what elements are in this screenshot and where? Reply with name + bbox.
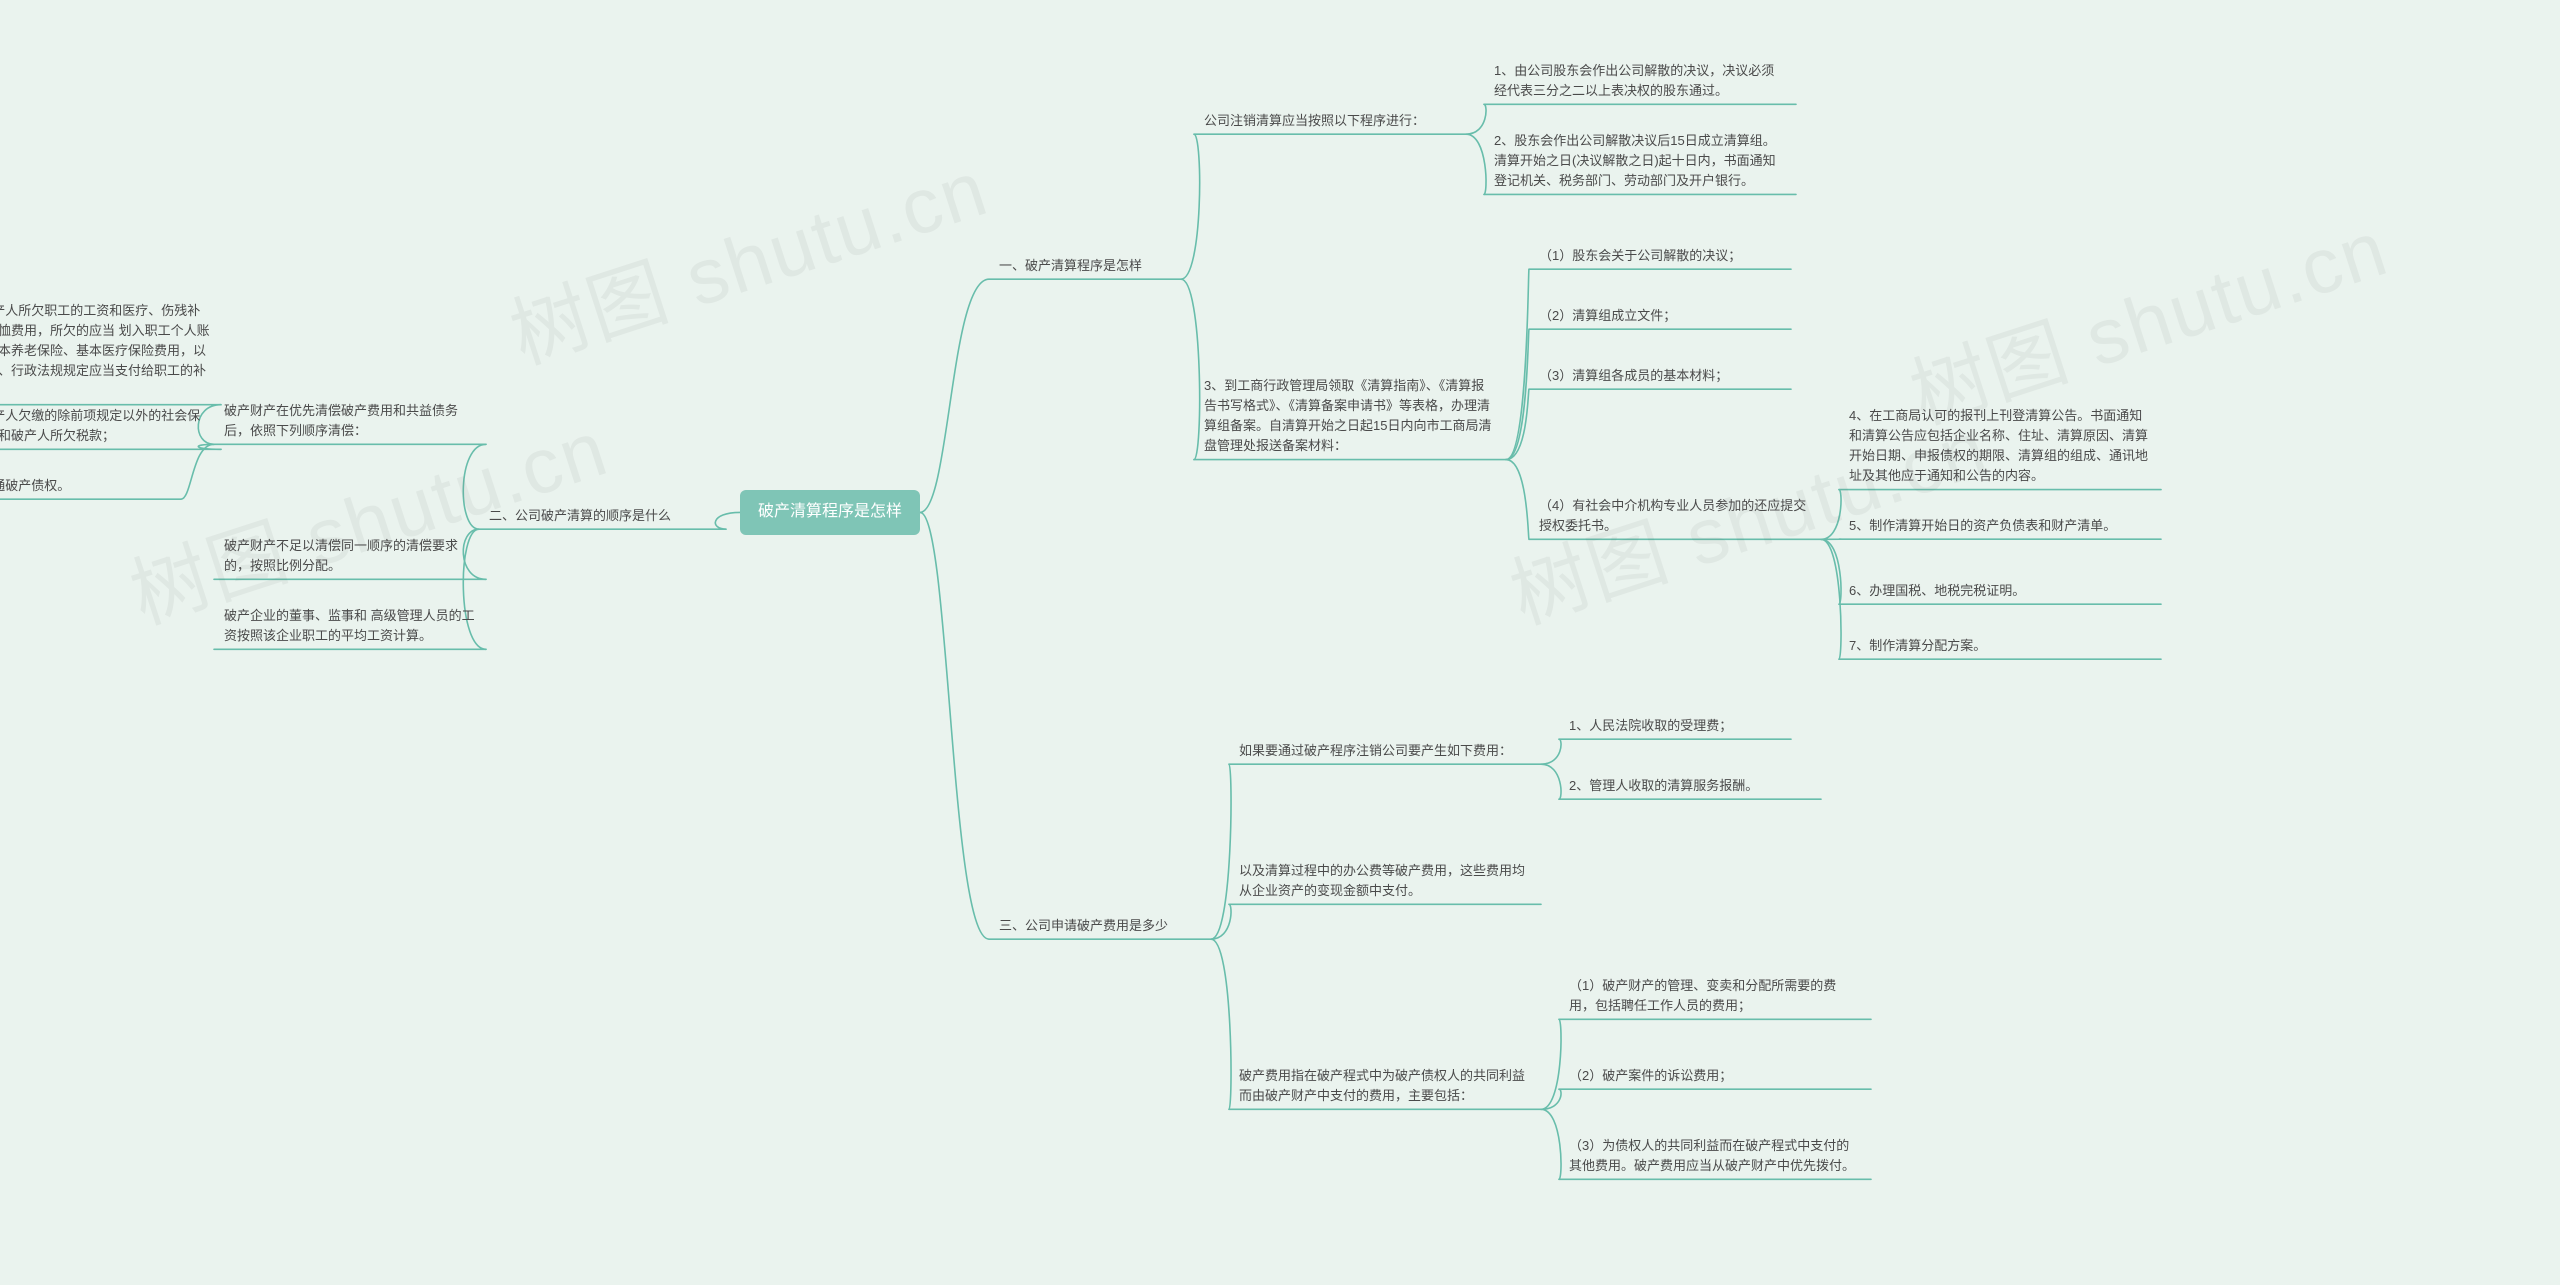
node-r2b[interactable]: 以及清算过程中的办公费等破产费用，这些费用均从企业资产的变现金额中支付。 [1225,855,1545,907]
node-r2a-1[interactable]: 1、人民法院收取的受理费； [1555,710,1795,742]
node-r1b4-1[interactable]: 4、在工商局认可的报刊上刊登清算公告。书面通知和清算公告应包括企业名称、住址、清… [1835,400,2165,493]
node-r1b4-2-label: 5、制作清算开始日的资产负债表和财产清单。 [1835,510,2130,542]
node-l1c[interactable]: 破产企业的董事、监事和 高级管理人员的工资按照该企业职工的平均工资计算。 [210,600,490,652]
node-r1b4-3[interactable]: 6、办理国税、地税完税证明。 [1835,575,2165,607]
node-r1b4-4[interactable]: 7、制作清算分配方案。 [1835,630,2165,662]
node-l1a[interactable]: 破产财产在优先清偿破产费用和共益债务后，依照下列顺序清偿： [210,395,490,447]
node-r1b4-2[interactable]: 5、制作清算开始日的资产负债表和财产清单。 [1835,510,2165,542]
node-r1b-2[interactable]: （2）清算组成立文件； [1525,300,1795,332]
node-l1a-2-label: 2、破产人欠缴的除前项规定以外的社会保险费用和破产人所欠税款； [0,400,225,452]
node-l1a-1[interactable]: 1、破产人所欠职工的工资和医疗、伤残补助、抚恤费用，所欠的应当 划入职工个人账户… [0,295,225,408]
node-r2c-1-label: （1）破产财产的管理、变卖和分配所需要的费用，包括聘任工作人员的费用； [1555,970,1875,1022]
node-r2a[interactable]: 如果要通过破产程序注销公司要产生如下费用： [1225,735,1545,767]
node-r2c-3[interactable]: （3）为债权人的共同利益而在破产程式中支付的其他费用。破产费用应当从破产财产中优… [1555,1130,1875,1182]
node-r2c[interactable]: 破产费用指在破产程式中为破产债权人的共同利益而由破产财产中支付的费用，主要包括： [1225,1060,1545,1112]
node-r2-label: 三、公司申请破产费用是多少 [985,910,1182,942]
node-r1b-label: 3、到工商行政管理局领取《清算指南》、《清算报告书写格式》、《清算备案申请书》等… [1190,370,1510,463]
node-r2c-2-label: （2）破产案件的诉讼费用； [1555,1060,1746,1092]
node-r2c-label: 破产费用指在破产程式中为破产债权人的共同利益而由破产财产中支付的费用，主要包括： [1225,1060,1545,1112]
node-l1b-label: 破产财产不足以清偿同一顺序的清偿要求的，按照比例分配。 [210,530,490,582]
node-l1c-label: 破产企业的董事、监事和 高级管理人员的工资按照该企业职工的平均工资计算。 [210,600,490,652]
node-r2c-1[interactable]: （1）破产财产的管理、变卖和分配所需要的费用，包括聘任工作人员的费用； [1555,970,1875,1022]
node-r1b-3-label: （3）清算组各成员的基本材料； [1525,360,1742,392]
node-r1[interactable]: 一、破产清算程序是怎样 [985,250,1185,282]
node-r1b-3[interactable]: （3）清算组各成员的基本材料； [1525,360,1795,392]
node-r1b4-3-label: 6、办理国税、地税完税证明。 [1835,575,2039,607]
node-l1a-3-label: 3、普通破产债权。 [0,470,84,502]
node-r2a-2[interactable]: 2、管理人收取的清算服务报酬。 [1555,770,1825,802]
node-r2a-1-label: 1、人民法院收取的受理费； [1555,710,1746,742]
node-r1b-1-label: （1）股东会关于公司解散的决议； [1525,240,1755,272]
node-r1b4-1-label: 4、在工商局认可的报刊上刊登清算公告。书面通知和清算公告应包括企业名称、住址、清… [1835,400,2165,493]
node-r1b-4-label: （4）有社会中介机构专业人员参加的还应提交授权委托书。 [1525,490,1825,542]
node-l1[interactable]: 二、公司破产清算的顺序是什么 [475,500,730,532]
root-node[interactable]: 破产清算程序是怎样 [740,490,920,535]
node-r2[interactable]: 三、公司申请破产费用是多少 [985,910,1215,942]
node-r1a-2-label: 2、股东会作出公司解散决议后15日成立清算组。清算开始之日(决议解散之日)起十日… [1480,125,1800,197]
node-r1a[interactable]: 公司注销清算应当按照以下程序进行： [1190,105,1470,137]
node-l1a-3[interactable]: 3、普通破产债权。 [0,470,185,502]
node-r2c-3-label: （3）为债权人的共同利益而在破产程式中支付的其他费用。破产费用应当从破产财产中优… [1555,1130,1875,1182]
node-r1a-1[interactable]: 1、由公司股东会作出公司解散的决议，决议必须经代表三分之二以上表决权的股东通过。 [1480,55,1800,107]
node-r1b-1[interactable]: （1）股东会关于公司解散的决议； [1525,240,1795,272]
node-r1-label: 一、破产清算程序是怎样 [985,250,1156,282]
node-r2c-2[interactable]: （2）破产案件的诉讼费用； [1555,1060,1875,1092]
node-r1b4-4-label: 7、制作清算分配方案。 [1835,630,2000,662]
root-label: 破产清算程序是怎样 [740,490,920,535]
node-l1a-label: 破产财产在优先清偿破产费用和共益债务后，依照下列顺序清偿： [210,395,490,447]
node-r1b-2-label: （2）清算组成立文件； [1525,300,1690,332]
node-l1b[interactable]: 破产财产不足以清偿同一顺序的清偿要求的，按照比例分配。 [210,530,490,582]
node-r1b-4[interactable]: （4）有社会中介机构专业人员参加的还应提交授权委托书。 [1525,490,1825,542]
node-r1a-label: 公司注销清算应当按照以下程序进行： [1190,105,1439,137]
node-r1b[interactable]: 3、到工商行政管理局领取《清算指南》、《清算报告书写格式》、《清算备案申请书》等… [1190,370,1510,463]
node-r1a-2[interactable]: 2、股东会作出公司解散决议后15日成立清算组。清算开始之日(决议解散之日)起十日… [1480,125,1800,197]
node-r2a-2-label: 2、管理人收取的清算服务报酬。 [1555,770,1772,802]
node-r2b-label: 以及清算过程中的办公费等破产费用，这些费用均从企业资产的变现金额中支付。 [1225,855,1545,907]
node-l1a-1-label: 1、破产人所欠职工的工资和医疗、伤残补助、抚恤费用，所欠的应当 划入职工个人账户… [0,295,225,408]
node-l1a-2[interactable]: 2、破产人欠缴的除前项规定以外的社会保险费用和破产人所欠税款； [0,400,225,452]
node-r1a-1-label: 1、由公司股东会作出公司解散的决议，决议必须经代表三分之二以上表决权的股东通过。 [1480,55,1800,107]
node-r2a-label: 如果要通过破产程序注销公司要产生如下费用： [1225,735,1526,767]
watermark: 树图 shutu.cn [495,126,1000,385]
node-l1-label: 二、公司破产清算的顺序是什么 [475,500,685,532]
